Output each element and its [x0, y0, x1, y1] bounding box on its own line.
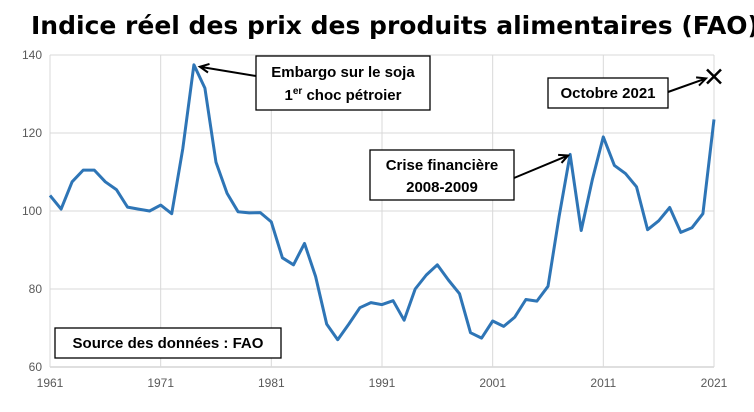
x-tick-label: 2021 — [701, 376, 728, 390]
october-2021-marker — [706, 68, 722, 85]
crisis-line1: Crise financière — [386, 157, 499, 174]
marker-layer — [706, 68, 722, 85]
y-tick-label: 120 — [22, 126, 42, 140]
annotation-embargo: Embargo sur le soja 1er choc pétroier — [197, 55, 431, 111]
x-tick-label: 1961 — [37, 376, 64, 390]
embargo-line1: Embargo sur le soja — [271, 64, 415, 81]
annotation-october: Octobre 2021 — [547, 76, 709, 109]
october-label: Octobre 2021 — [560, 85, 655, 102]
embargo-line2-sup: er — [293, 86, 303, 97]
embargo-line2: 1er choc pétroier — [285, 86, 402, 104]
x-tick-label: 1991 — [369, 376, 396, 390]
y-tick-label: 80 — [29, 282, 43, 296]
x-tick-label: 2001 — [479, 376, 506, 390]
crisis-line2: 2008-2009 — [406, 179, 478, 196]
y-tick-label: 100 — [22, 204, 42, 218]
x-tick-label: 1981 — [258, 376, 285, 390]
arrow-crisis — [513, 153, 571, 179]
embargo-line2-rest: choc pétroier — [302, 87, 401, 104]
y-tick-labels: 60 80 100 120 140 — [22, 48, 42, 374]
source-label: Source des données : FAO — [73, 335, 264, 352]
arrow-embargo — [197, 62, 257, 77]
crisis-box — [369, 149, 515, 201]
annotation-source: Source des données : FAO — [54, 327, 282, 359]
embargo-box — [255, 55, 431, 111]
x-tick-labels: 1961 1971 1981 1991 2001 2011 2021 — [37, 376, 728, 390]
annotation-crisis: Crise financière 2008-2009 — [369, 149, 571, 201]
series-layer — [48, 63, 716, 342]
series-line — [48, 63, 716, 342]
chart-title: Indice réel des prix des produits alimen… — [31, 11, 754, 40]
arrow-october — [667, 76, 709, 93]
october-box — [547, 77, 669, 109]
x-tick-label: 2011 — [590, 376, 616, 390]
y-tick-label: 140 — [22, 48, 42, 62]
source-box — [54, 327, 282, 359]
embargo-line2-prefix: 1 — [285, 87, 293, 104]
x-tick-label: 1971 — [147, 376, 174, 390]
y-tick-label: 60 — [29, 360, 43, 374]
